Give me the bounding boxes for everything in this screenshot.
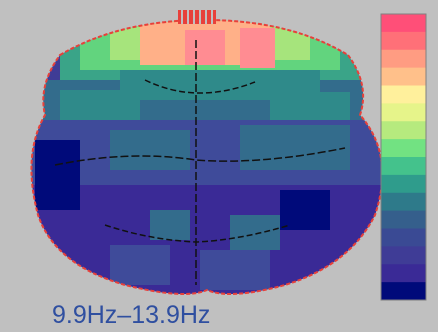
colorbar-swatch	[381, 174, 426, 194]
colorbar-swatch	[381, 49, 426, 69]
colorbar-swatch	[381, 264, 426, 283]
colorbar-swatch	[381, 31, 426, 51]
colorbar-swatch	[381, 121, 426, 140]
colorbar-swatch	[381, 14, 426, 33]
head-outline	[30, 18, 384, 295]
colorbar-swatch	[381, 246, 426, 265]
colorbar	[381, 14, 426, 301]
colorbar-swatch	[381, 192, 426, 212]
colorbar-swatch	[381, 85, 426, 104]
frequency-band-label: 9.9Hz–13.9Hz	[52, 301, 211, 329]
colorbar-swatch	[381, 210, 426, 230]
colorbar-swatch	[381, 103, 426, 122]
electrode-guide-lines	[54, 40, 346, 285]
colorbar-swatch	[381, 228, 426, 247]
colorbar-swatch	[381, 157, 426, 176]
colorbar-swatch	[381, 67, 426, 87]
colorbar-swatch	[381, 282, 426, 301]
nose-marker	[178, 10, 216, 24]
colorbar-frame	[380, 13, 427, 301]
colorbar-swatch	[381, 139, 426, 158]
